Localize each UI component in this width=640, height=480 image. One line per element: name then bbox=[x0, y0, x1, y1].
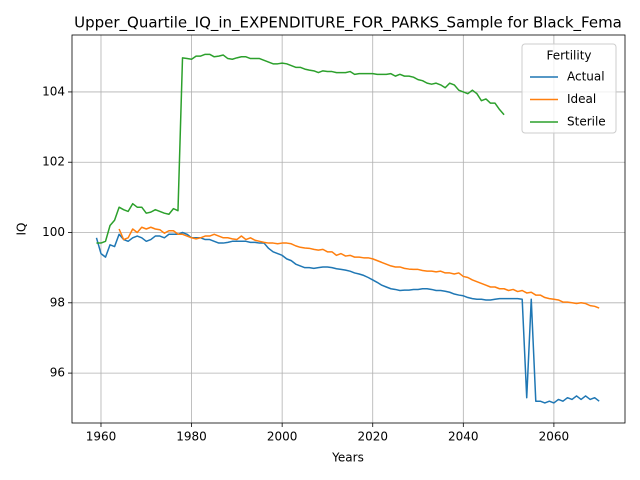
legend-label: Ideal bbox=[567, 92, 596, 106]
legend-label: Actual bbox=[567, 70, 605, 84]
legend-label: Sterile bbox=[567, 115, 606, 129]
legend: Fertility Actual Ideal Sterile bbox=[521, 43, 617, 134]
y-tick-label: 102 bbox=[42, 155, 65, 169]
legend-box bbox=[521, 43, 617, 134]
axes-frame bbox=[71, 34, 626, 424]
legend-title: Fertility bbox=[546, 49, 591, 63]
series-line bbox=[118, 226, 600, 309]
x-tick-label: 2060 bbox=[539, 430, 570, 444]
y-tick-label: 104 bbox=[42, 84, 65, 98]
ticks: 1960 1980 2000 2020 2040 2060 96 98 100 102 104 bbox=[42, 84, 569, 443]
x-tick-label: 2020 bbox=[357, 430, 388, 444]
x-tick-label: 2040 bbox=[448, 430, 479, 444]
plot-lines bbox=[95, 53, 600, 404]
x-axis-label: Years bbox=[331, 451, 364, 465]
series-line bbox=[96, 53, 505, 244]
y-axis-label: IQ bbox=[15, 223, 29, 236]
x-tick-label: 1980 bbox=[176, 430, 207, 444]
y-tick-label: 100 bbox=[42, 225, 65, 239]
y-tick-label: 96 bbox=[50, 366, 65, 380]
y-tick-label: 98 bbox=[50, 295, 65, 309]
x-tick-label: 1960 bbox=[86, 430, 117, 444]
x-tick-label: 2000 bbox=[267, 430, 298, 444]
chart-title: Upper_Quartile_IQ_in_EXPENDITURE_FOR_PAR… bbox=[74, 14, 622, 33]
series-line bbox=[95, 231, 600, 404]
